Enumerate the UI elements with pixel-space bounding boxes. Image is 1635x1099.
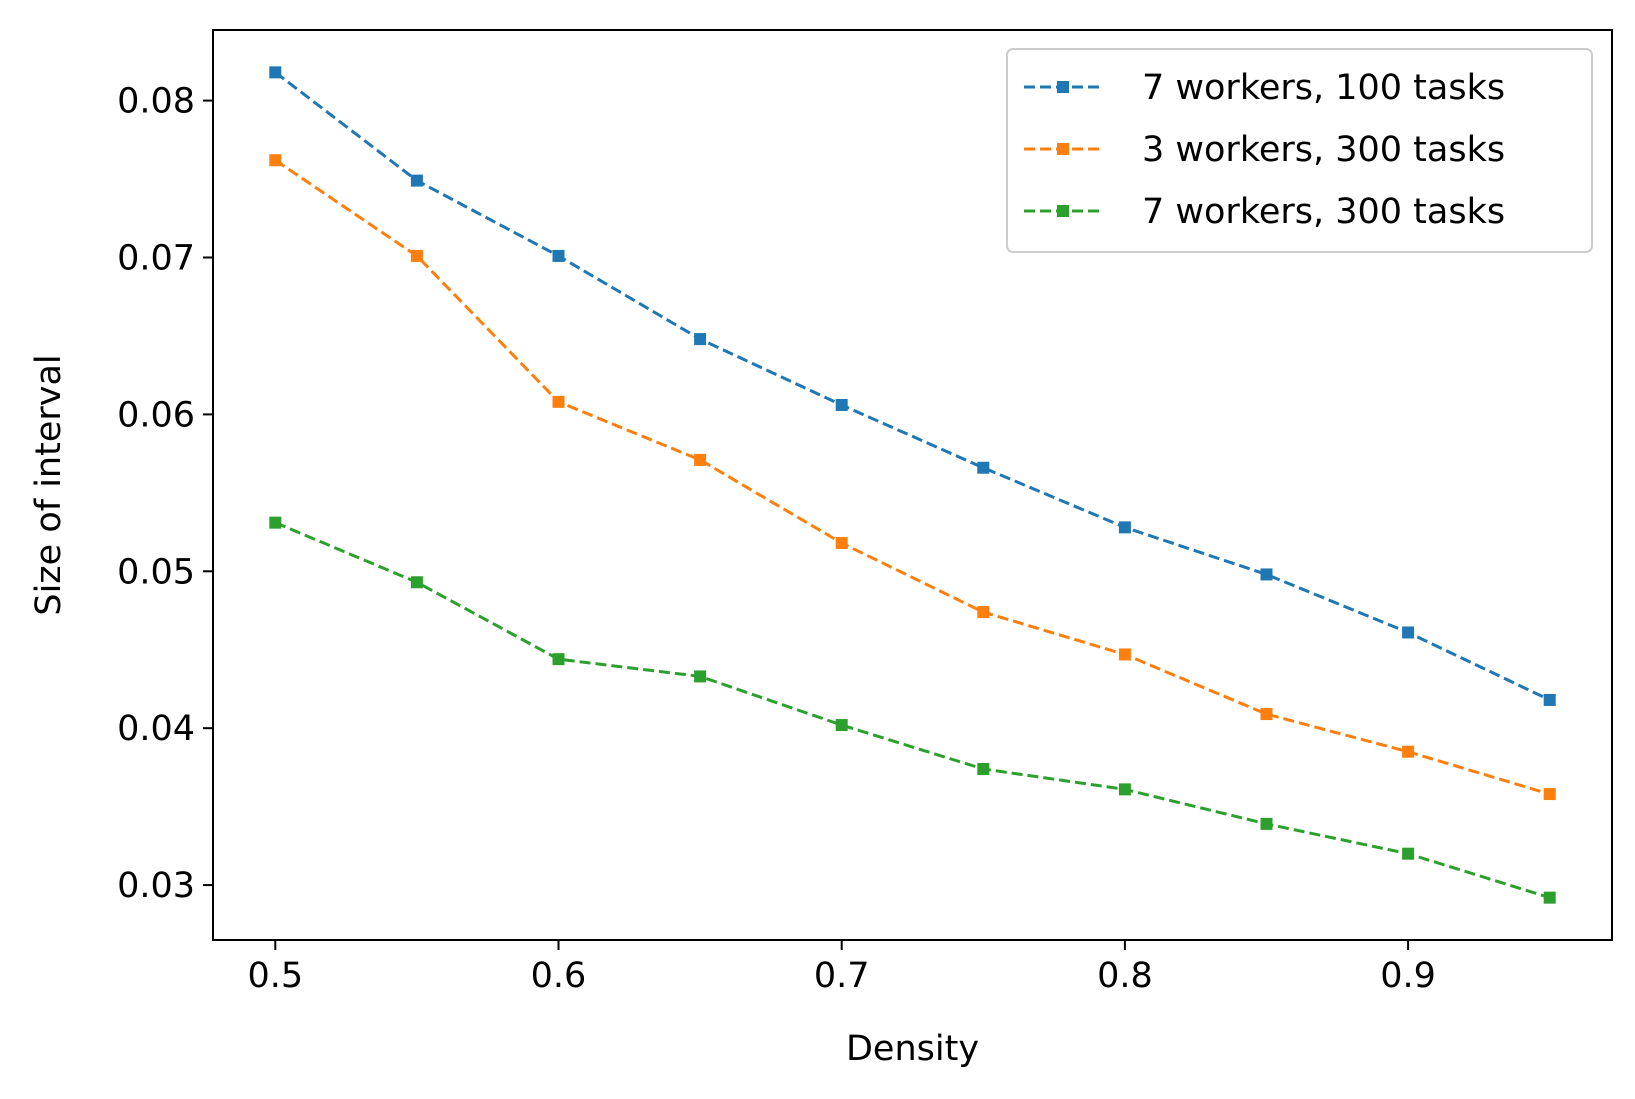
x-axis-label: Density	[846, 1029, 979, 1069]
data-point	[1118, 783, 1131, 796]
data-point	[1543, 891, 1556, 904]
data-point	[977, 606, 990, 619]
data-point	[835, 537, 848, 550]
data-point	[269, 516, 282, 529]
legend-box	[1006, 48, 1593, 253]
data-point	[694, 333, 707, 346]
data-point	[410, 174, 423, 187]
data-point	[1260, 708, 1273, 721]
legend-marker	[1057, 143, 1069, 155]
x-tick-label: 0.6	[531, 956, 587, 996]
x-tick-label: 0.8	[1097, 956, 1153, 996]
y-tick-label: 0.05	[117, 552, 195, 592]
data-point	[977, 762, 990, 775]
legend-label: 7 workers, 100 tasks	[1142, 68, 1505, 108]
data-point	[694, 670, 707, 683]
data-point	[1118, 648, 1131, 661]
data-point	[269, 66, 282, 79]
plot-frame	[212, 29, 1613, 941]
data-point	[1260, 568, 1273, 581]
y-tick-label: 0.08	[117, 82, 195, 122]
data-point	[977, 461, 990, 474]
x-tick-label: 0.9	[1380, 956, 1436, 996]
data-point	[835, 398, 848, 411]
y-tick-label: 0.06	[117, 395, 195, 435]
legend-marker	[1057, 81, 1069, 93]
y-tick-label: 0.03	[117, 866, 195, 906]
data-point	[1260, 817, 1273, 830]
data-point	[1402, 745, 1415, 758]
data-point	[552, 653, 565, 666]
data-point	[835, 719, 848, 732]
legend-item: 7 workers, 100 tasks	[1024, 68, 1505, 108]
series-line	[274, 521, 1551, 900]
y-axis: 0.03 0.04 0.05 0.06 0.07 0.08	[117, 82, 213, 906]
data-point	[1402, 847, 1415, 860]
legend-item: 3 workers, 300 tasks	[1024, 130, 1505, 170]
legend-label: 7 workers, 300 tasks	[1142, 192, 1505, 232]
y-tick-label: 0.07	[117, 239, 195, 279]
data-point	[1118, 521, 1131, 534]
data-point	[1402, 626, 1415, 639]
data-point	[694, 453, 707, 466]
series-line	[274, 71, 1551, 702]
x-tick-label: 0.5	[247, 956, 303, 996]
x-tick-label: 0.7	[814, 956, 870, 996]
data-point	[410, 249, 423, 262]
data-point	[1543, 788, 1556, 801]
data-point	[552, 249, 565, 262]
data-point	[269, 154, 282, 167]
legend-label: 3 workers, 300 tasks	[1142, 130, 1505, 170]
series-3	[269, 516, 1556, 904]
legend-item: 7 workers, 300 tasks	[1024, 192, 1505, 232]
series-line	[274, 158, 1551, 796]
series-1	[269, 66, 1556, 706]
series-2	[269, 154, 1556, 801]
legend: 7 workers, 100 tasks 3 workers, 300 tasks…	[1006, 48, 1593, 253]
data-point	[1543, 693, 1556, 706]
data-point	[552, 395, 565, 408]
y-tick-label: 0.04	[117, 709, 195, 749]
x-axis: 0.5 0.6 0.7 0.8 0.9	[247, 940, 1436, 996]
y-axis-label: Size of interval	[29, 354, 69, 615]
series-layer	[269, 66, 1556, 904]
data-point	[410, 576, 423, 589]
legend-marker	[1057, 205, 1069, 217]
